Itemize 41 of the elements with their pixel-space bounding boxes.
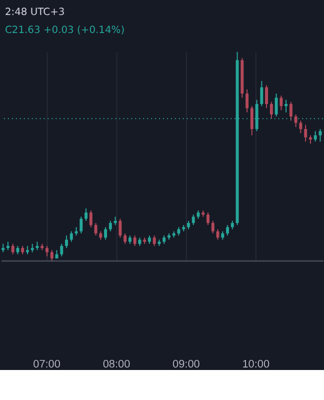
candlestick xyxy=(104,226,108,240)
candlestick xyxy=(124,232,127,244)
candlestick xyxy=(50,250,54,262)
candlestick xyxy=(94,222,98,236)
candlestick xyxy=(65,234,68,249)
candlestick xyxy=(206,212,210,226)
candlestick xyxy=(318,128,322,142)
candlestick xyxy=(289,101,292,122)
candlestick xyxy=(314,130,317,142)
candlestick xyxy=(70,230,73,242)
candlestick xyxy=(284,99,288,113)
x-tick-label: 08:00 xyxy=(102,358,130,370)
x-tick-label: 10:00 xyxy=(242,358,270,370)
candlestick xyxy=(108,220,112,232)
candlestick xyxy=(250,106,254,136)
candlestick xyxy=(260,80,264,107)
candlestick xyxy=(294,114,298,128)
candlestick xyxy=(80,216,83,234)
x-tick-label: 09:00 xyxy=(172,358,200,370)
candlestick xyxy=(299,120,302,134)
candlestick xyxy=(265,84,268,109)
candlestick xyxy=(246,88,249,113)
candlestick xyxy=(60,243,64,257)
candlestick xyxy=(84,208,88,222)
x-tick-label: 07:00 xyxy=(33,358,60,370)
candlestick xyxy=(11,243,14,255)
candlestick xyxy=(211,220,214,234)
candlestick xyxy=(118,218,122,238)
candlestick xyxy=(226,224,230,236)
candlestick xyxy=(274,93,278,118)
candlestick xyxy=(304,124,308,142)
candlestick xyxy=(192,214,195,226)
candlestick xyxy=(216,228,220,240)
candlestick xyxy=(46,245,48,257)
candlestick xyxy=(270,101,273,120)
candlestick xyxy=(152,234,156,246)
candlestick xyxy=(133,234,136,246)
candlestick xyxy=(89,210,92,228)
text: 2:48 UTC+3 xyxy=(4,7,65,18)
candlestick xyxy=(280,95,283,111)
text: C21.63 +0.03 (+0.14%) xyxy=(4,24,125,36)
